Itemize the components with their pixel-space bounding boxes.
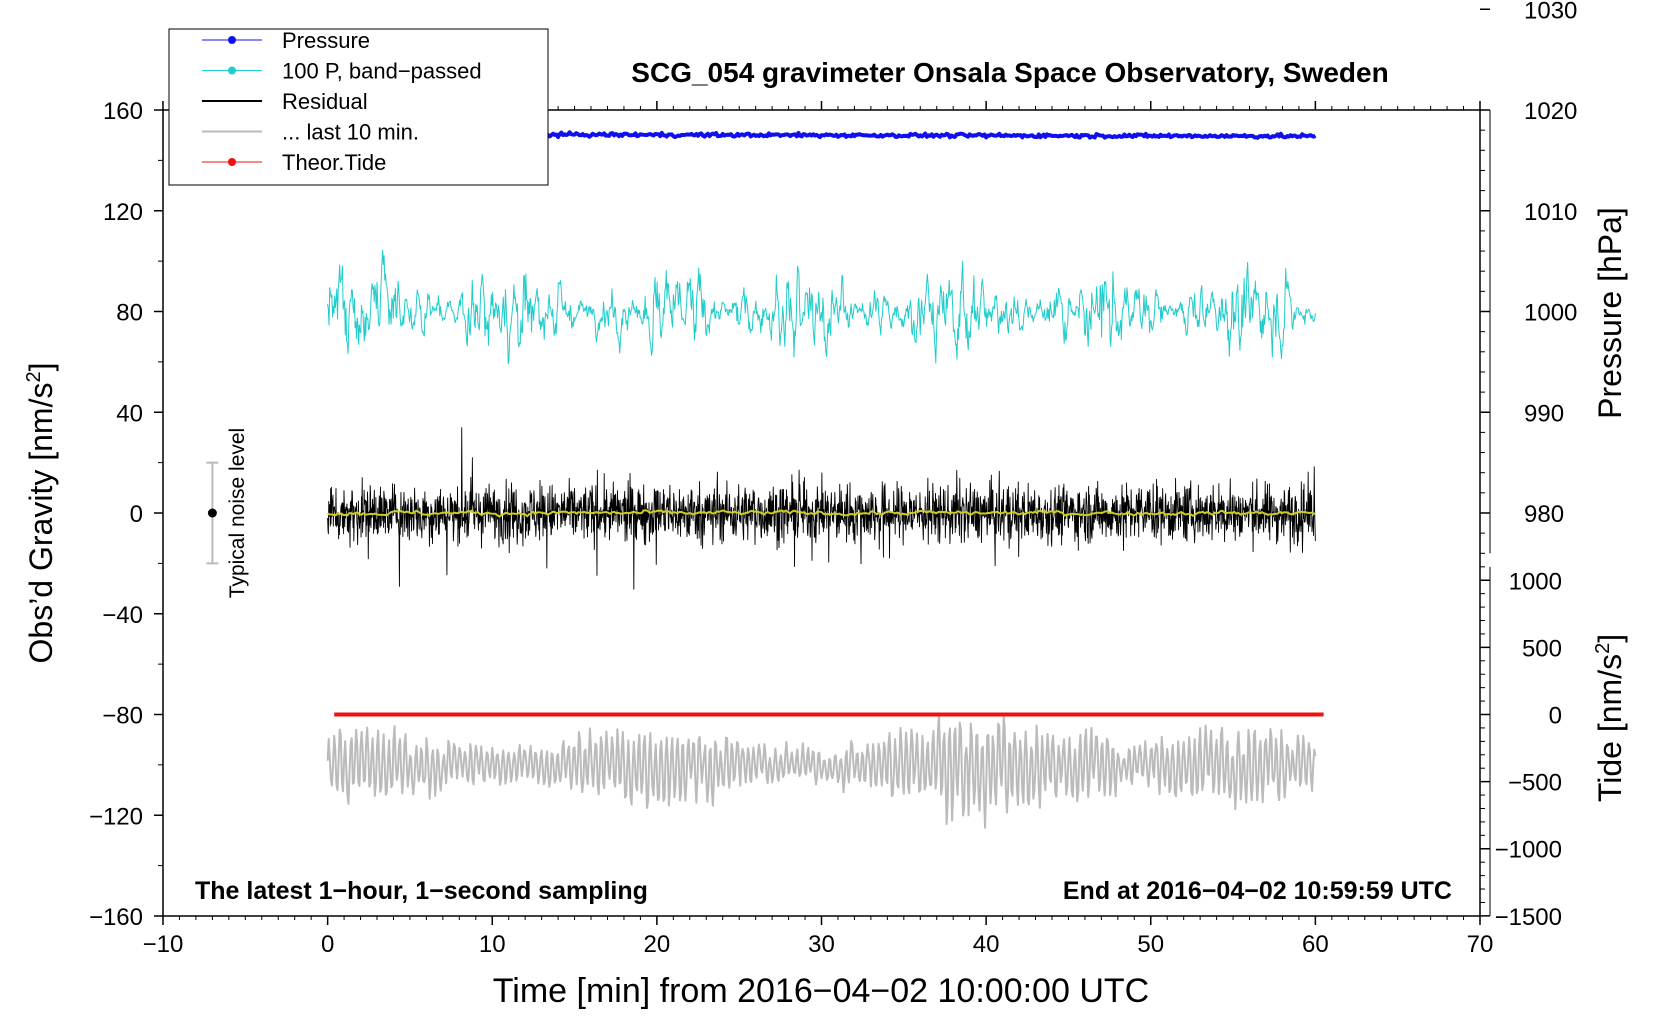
y-tick-label: −80	[102, 703, 143, 730]
pressure-tick-label: 1020	[1524, 98, 1577, 125]
y-tick-label: 120	[103, 199, 143, 226]
pressure-tick-label: 1000	[1524, 300, 1577, 327]
pressure-tick-label: 1010	[1524, 199, 1577, 226]
series-last-10-min	[326, 713, 1317, 829]
y-axis-label-pressure: Pressure [hPa]	[1592, 207, 1628, 419]
legend-label: Pressure	[282, 28, 370, 53]
x-axis-label: Time [min] from 2016−04−02 10:00:00 UTC	[493, 972, 1149, 1010]
y-tick-label: 0	[130, 501, 143, 528]
y-axis-label-tide: Tide [nm/s2]	[1592, 634, 1628, 802]
sampling-note: The latest 1−hour, 1−second sampling	[195, 877, 648, 905]
tide-tick-label: 1000	[1509, 568, 1562, 595]
tide-tick-label: −1500	[1495, 904, 1562, 931]
x-tick-label: −10	[143, 931, 184, 958]
legend-label: 100 P, band−passed	[282, 59, 482, 84]
noise-level-label: Typical noise level	[226, 428, 249, 598]
series-bandpassed-pressure	[327, 249, 1316, 365]
x-tick-label: 60	[1302, 931, 1329, 958]
x-tick-label: 10	[479, 931, 506, 958]
legend-label: ... last 10 min.	[282, 120, 419, 145]
legend-marker	[228, 66, 236, 75]
tide-tick-label: −500	[1508, 770, 1562, 797]
legend-label: Theor.Tide	[282, 150, 386, 175]
x-tick-label: 20	[644, 931, 671, 958]
tide-tick-label: 0	[1549, 703, 1562, 730]
legend-label: Residual	[282, 89, 368, 114]
y-tick-label: −40	[102, 602, 143, 629]
tide-tick-label: 500	[1522, 635, 1562, 662]
y-axis-ticks-left: 160 120 80 40 0 −40 −80 −120 −160	[89, 98, 163, 931]
y-axis-ticks-tide: 1000 500 0 −500 −1000 −1500	[1480, 566, 1562, 931]
legend-marker	[228, 158, 236, 166]
y-tick-label: 80	[116, 300, 143, 327]
x-tick-label: 70	[1467, 931, 1494, 958]
x-tick-label: 0	[321, 931, 334, 958]
y-axis-ticks-pressure: 1030 1020 1010 1000 990 980	[1480, 0, 1577, 554]
x-tick-label: 30	[808, 931, 835, 958]
series-residual	[327, 427, 1316, 590]
legend: Pressure 100 P, band−passed Residual ... la…	[168, 28, 549, 186]
x-tick-label: 40	[973, 931, 1000, 958]
y-tick-label: −120	[89, 803, 143, 830]
x-tick-label: 50	[1137, 931, 1164, 958]
legend-marker	[228, 36, 236, 44]
pressure-tick-label: 1030	[1524, 0, 1577, 24]
y-tick-label: −160	[89, 904, 143, 931]
x-axis-ticks: −10 0 10 20 30 40 50 60 70	[143, 101, 1494, 958]
pressure-tick-label: 990	[1524, 400, 1564, 427]
noise-indicator	[206, 461, 219, 565]
chart-title: SCG_054 gravimeter Onsala Space Observat…	[631, 57, 1388, 88]
y-tick-label: 160	[103, 98, 143, 125]
series-residual-smoothed	[327, 509, 1316, 518]
y-axis-label-left: Obs’d Gravity [nm/s2]	[23, 363, 59, 664]
noise-center-dot	[207, 508, 217, 518]
end-time-note: End at 2016−04−02 10:59:59 UTC	[1063, 877, 1452, 905]
y-tick-label: 40	[116, 400, 143, 427]
pressure-tick-label: 980	[1524, 501, 1564, 528]
tide-tick-label: −1000	[1495, 837, 1562, 864]
